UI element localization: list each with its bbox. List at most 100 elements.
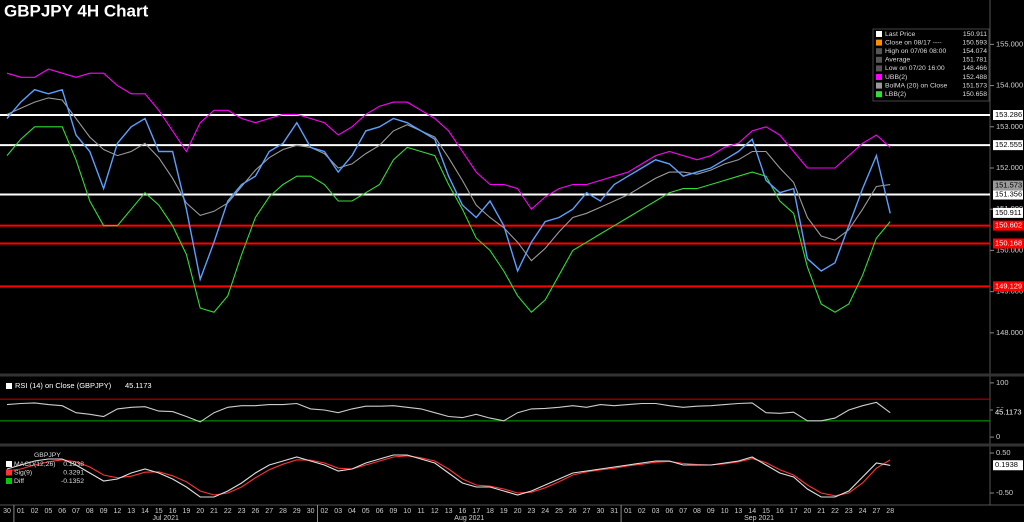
x-tick-label: 29 [293, 508, 301, 515]
y-tick-label: 100 [996, 378, 1009, 387]
x-tick-label: 02 [31, 508, 39, 515]
x-tick-label: 09 [390, 508, 398, 515]
x-tick-label: 17 [790, 508, 798, 515]
x-tick-label: 14 [141, 508, 149, 515]
last-label: 151.573 [995, 181, 1022, 190]
legend-label: RSI (14) on Close (GBPJPY) [15, 381, 112, 390]
x-tick-label: 12 [431, 508, 439, 515]
legend-value: 0.3291 [63, 469, 84, 476]
legend-label: LBB(2) [885, 91, 906, 98]
legend-value: 151.781 [962, 57, 987, 64]
x-tick-label: 06 [58, 508, 66, 515]
legend-swatch [876, 91, 882, 98]
level-tag [993, 220, 1023, 231]
legend-swatch [876, 56, 882, 63]
x-tick-label: 13 [127, 508, 135, 515]
x-tick-label: 12 [114, 508, 122, 515]
level-label: 151.356 [995, 190, 1022, 199]
x-tick-label: 25 [555, 508, 563, 515]
y-tick-label: 154.000 [996, 81, 1023, 90]
x-tick-label: 28 [886, 508, 894, 515]
x-tick-label: 26 [569, 508, 577, 515]
x-tick-label: 27 [873, 508, 881, 515]
series-line [6, 88, 891, 282]
x-tick-label: 09 [707, 508, 715, 515]
legend-value: 150.593 [962, 39, 987, 46]
y-tick-label: 155.000 [996, 39, 1023, 48]
legend-label: BolMA (20) on Close [885, 82, 948, 89]
x-tick-label: 31 [610, 508, 618, 515]
legend-value: 0.1938 [63, 461, 84, 468]
last-label: 45.1173 [995, 408, 1022, 417]
series-line [6, 97, 891, 262]
x-tick-label: 04 [348, 508, 356, 515]
month-label: Sep 2021 [744, 515, 774, 522]
x-tick-label: 10 [721, 508, 729, 515]
legend-value: -0.1352 [61, 478, 84, 485]
last-tag [993, 207, 1023, 218]
x-tick-label: 01 [17, 508, 25, 515]
x-tick-label: 09 [100, 508, 108, 515]
legend-value: 154.074 [962, 48, 987, 55]
legend-value: 150.658 [962, 91, 987, 98]
legend-swatch [876, 31, 882, 37]
legend-swatch [6, 383, 12, 389]
x-tick-label: 23 [845, 508, 853, 515]
level-tag [993, 110, 1023, 121]
legend-swatch [6, 478, 12, 484]
chart-title: GBPJPY 4H Chart [4, 1, 149, 20]
x-tick-label: 13 [735, 508, 743, 515]
legend-value: 152.488 [962, 74, 987, 81]
x-tick-label: 30 [3, 508, 11, 515]
y-tick-label: 152.000 [996, 163, 1023, 172]
legend-label: High on 07/06 08:00 [885, 48, 946, 55]
level-label: 150.168 [995, 238, 1022, 247]
last-tag [993, 407, 1023, 418]
x-tick-label: 24 [859, 508, 867, 515]
x-tick-label: 07 [72, 508, 80, 515]
legend-swatch [876, 65, 882, 72]
legend-label: MACD(12,26) [14, 461, 56, 468]
legend-label: Average [885, 57, 910, 64]
y-tick-label: 153.000 [996, 122, 1023, 131]
legend-value: 45.1173 [125, 381, 152, 390]
series-line [6, 68, 891, 211]
legend-label: Close on 08/17 ---- [885, 39, 942, 46]
level-tag [993, 281, 1023, 292]
month-label: Aug 2021 [454, 515, 484, 522]
legend-swatch [6, 461, 12, 467]
x-tick-label: 10 [403, 508, 411, 515]
legend-label: Last Price [885, 31, 915, 38]
legend-title: GBPJPY [34, 452, 61, 459]
x-tick-label: 14 [748, 508, 756, 515]
x-tick-label: 16 [776, 508, 784, 515]
legend-box [872, 28, 990, 102]
x-tick-label: 30 [597, 508, 605, 515]
x-tick-label: 23 [528, 508, 536, 515]
level-label: 150.602 [995, 221, 1022, 230]
legend-value: 150.911 [963, 31, 987, 38]
x-tick-label: 15 [762, 508, 770, 515]
legend-swatch [6, 469, 12, 476]
legend-swatch [876, 74, 882, 80]
month-label: Jul 2021 [152, 515, 179, 522]
x-tick-label: 08 [693, 508, 701, 515]
x-tick-label: 08 [86, 508, 94, 515]
x-tick-label: 07 [679, 508, 687, 515]
last-label: 0.1938 [995, 460, 1018, 469]
series-line [6, 454, 891, 498]
level-label: 152.555 [995, 140, 1022, 149]
x-tick-label: 20 [804, 508, 812, 515]
x-tick-label: 27 [265, 508, 273, 515]
y-tick-label: 150.000 [996, 245, 1023, 254]
x-tick-label: 03 [652, 508, 660, 515]
legend-value: 148.466 [962, 65, 987, 72]
last-tag [993, 180, 1023, 191]
legend-label: UBB(2) [885, 74, 907, 81]
last-label: 150.911 [995, 208, 1022, 217]
legend-label: Sig(9) [14, 469, 32, 476]
legend-label: Low on 07/20 16:00 [885, 65, 945, 72]
x-tick-label: 02 [638, 508, 646, 515]
x-tick-label: 19 [183, 508, 191, 515]
